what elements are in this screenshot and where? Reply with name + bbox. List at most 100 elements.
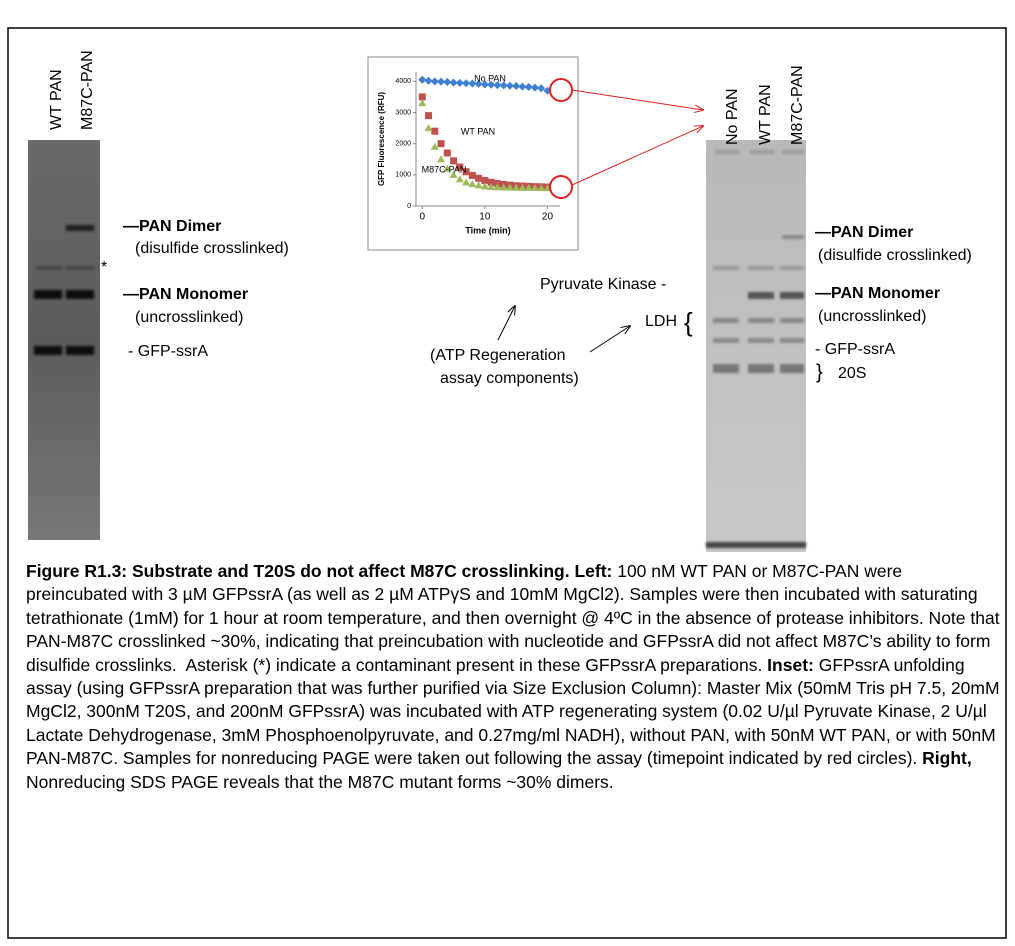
data-point [424, 124, 433, 132]
data-point [537, 84, 546, 93]
x-axis-label: Time (min) [465, 225, 510, 235]
data-point [449, 170, 458, 178]
data-point [462, 168, 470, 176]
right-gel [706, 140, 806, 552]
caption-text: Nonreducing SDS PAGE reveals that the M8… [26, 748, 977, 792]
lane-label: No PAN [724, 88, 741, 145]
data-point [418, 75, 427, 84]
caption: Figure R1.3: Substrate and T20S do not a… [26, 560, 1001, 794]
annotation: Pyruvate Kinase - [540, 276, 666, 293]
band-note: (disulfide crosslinked) [818, 247, 972, 264]
data-point [455, 175, 464, 183]
data-point [456, 163, 464, 171]
brace: } [816, 361, 823, 383]
inset-chart: 0 1000 2000 3000 4000 0 10 20 Time (min) GFP Fluo… [377, 72, 560, 235]
band-note: (disulfide crosslinked) [135, 240, 289, 257]
data-point [468, 180, 477, 188]
left-gel [28, 140, 100, 540]
band-label: —PAN Monomer [815, 285, 940, 302]
data-point [505, 183, 514, 191]
data-point [418, 99, 427, 107]
band-label: - GFP-ssrA [815, 341, 895, 358]
y-tick-label: 1000 [395, 172, 411, 179]
y-tick-label: 3000 [395, 109, 411, 116]
frame [7, 27, 1007, 939]
data-point [487, 182, 496, 190]
data-point [480, 182, 489, 190]
arrow [571, 126, 703, 186]
y-tick-label: 2000 [395, 141, 411, 148]
data-point [455, 78, 464, 87]
data-point [449, 78, 458, 87]
data-point [493, 183, 502, 191]
y-tick-label: 4000 [395, 78, 411, 85]
band-label: —PAN Monomer [123, 286, 248, 303]
data-point [499, 183, 508, 191]
x-tick-label: 10 [479, 212, 491, 223]
data-point [487, 178, 495, 186]
series-label: WT PAN [461, 126, 495, 136]
red-circle [549, 175, 573, 199]
caption-text: GFPssrA unfolding assay (using GFPssrA p… [26, 654, 1005, 769]
x-tick-label: 20 [542, 212, 554, 223]
band-note: (uncrosslinked) [818, 308, 926, 325]
data-point [537, 184, 546, 192]
y-tick-label: 0 [407, 203, 411, 210]
data-point [437, 140, 445, 148]
data-point [493, 81, 502, 90]
y-axis-label: GFP Fluorescence (RFU) [377, 92, 386, 186]
caption-text: 100 nM WT PAN or M87C-PAN were preincuba… [26, 561, 1005, 675]
annotation: assay components) [440, 370, 579, 387]
band-label: —PAN Dimer [815, 224, 913, 241]
lane-label: WT PAN [757, 84, 774, 145]
lane-label: M87C-PAN [789, 65, 806, 145]
data-point [480, 80, 489, 89]
data-point [530, 183, 539, 191]
data-point [524, 82, 533, 91]
arrow [571, 89, 703, 110]
data-point [524, 183, 533, 191]
data-point [518, 82, 527, 91]
data-point [474, 181, 483, 189]
data-point [425, 112, 433, 120]
data-point [418, 93, 426, 101]
asterisk: * [101, 259, 107, 276]
data-point [481, 176, 489, 184]
x-tick-label: 0 [419, 212, 425, 223]
data-point [443, 77, 452, 86]
arrow [497, 306, 515, 341]
data-point [437, 77, 446, 86]
data-point [443, 149, 451, 157]
lane-label: M87C-PAN [79, 50, 96, 130]
data-point [512, 82, 521, 91]
series-label: No PAN [474, 73, 506, 83]
caption-text: Figure R1.3: Substrate and T20S do not a… [26, 561, 613, 581]
data-point [450, 157, 458, 165]
data-point [512, 183, 521, 191]
data-point [499, 81, 508, 90]
data-point [430, 77, 439, 86]
data-point [431, 127, 439, 135]
data-point [462, 79, 471, 88]
brace: { [684, 307, 693, 337]
lane-label: WT PAN [48, 69, 65, 130]
annotation: (ATP Regeneration [430, 347, 565, 364]
data-point [468, 79, 477, 88]
band-note: (uncrosslinked) [135, 309, 243, 326]
data-point [424, 76, 433, 85]
data-point [505, 81, 514, 90]
band-label: —PAN Dimer [123, 218, 221, 235]
annotation: LDH [645, 313, 677, 330]
band-label: 20S [838, 365, 866, 382]
caption-text: Right, [922, 748, 972, 769]
series-label: M87C-PAN [422, 164, 467, 174]
data-point [530, 83, 539, 92]
data-point [487, 80, 496, 89]
data-point [468, 171, 476, 179]
band-label: - GFP-ssrA [128, 343, 208, 360]
caption-text: Inset: [767, 654, 814, 675]
arrow [589, 326, 630, 353]
data-point [430, 142, 439, 150]
